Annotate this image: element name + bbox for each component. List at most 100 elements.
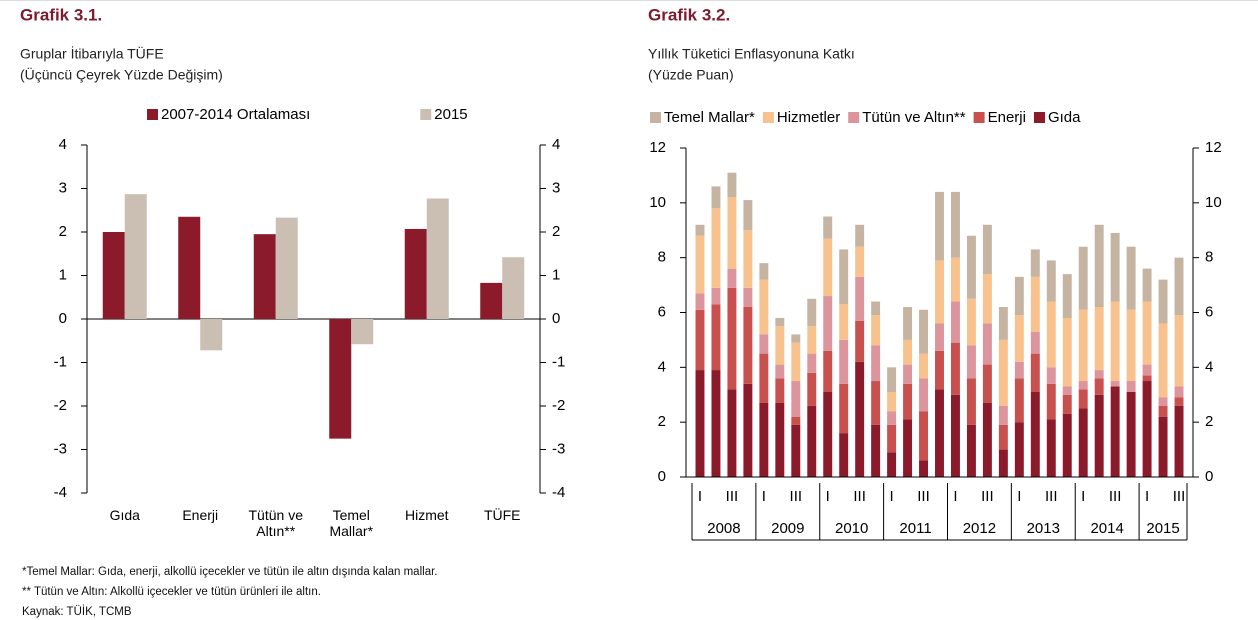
bar-segment	[1062, 386, 1072, 395]
bar-segment	[1094, 224, 1104, 308]
chart-subtitle: (Üçüncü Çeyrek Yüzde Değişim)	[20, 66, 223, 83]
bar-segment	[998, 307, 1008, 340]
bar-segment	[950, 394, 960, 477]
legend-label: Temel Mallar*	[664, 109, 755, 126]
bar-segment	[855, 224, 865, 247]
bar-segment	[807, 298, 817, 327]
bar-segment	[1158, 416, 1168, 477]
x-tick-label: Hizmet	[404, 507, 449, 523]
y2-tick-label: -4	[552, 484, 565, 501]
y-tick-label: 6	[658, 303, 666, 320]
bar-segment	[775, 402, 785, 477]
bar-segment	[711, 304, 721, 371]
bar-segment	[807, 405, 817, 477]
bar-segment	[743, 383, 753, 477]
legend-swatch	[650, 112, 661, 123]
bar-segment	[950, 342, 960, 395]
chart-title: Grafik 3.2.	[648, 5, 730, 24]
bar-segment	[998, 339, 1008, 406]
year-label: 2014	[1090, 520, 1123, 537]
bar-segment	[1078, 389, 1088, 409]
bar-segment	[919, 460, 929, 477]
bar-segment	[966, 345, 976, 379]
bar-segment	[950, 301, 960, 343]
bar-segment	[1030, 276, 1040, 332]
bar-segment	[791, 416, 801, 425]
bar-segment	[759, 334, 769, 354]
x-tick-label: Gıda	[109, 507, 140, 523]
bar-segment	[759, 353, 769, 403]
bar-segment	[935, 389, 944, 477]
y2-tick-label: 2	[552, 223, 560, 240]
bar-segment	[871, 424, 881, 477]
legend-swatch	[848, 112, 860, 123]
x-tick-label: III	[853, 488, 866, 505]
y2-tick-label: 4	[1205, 358, 1213, 375]
bar	[351, 319, 374, 345]
bar	[178, 216, 201, 319]
bar-segment	[791, 381, 801, 417]
bar-segment	[839, 433, 849, 477]
bar-segment	[727, 197, 737, 269]
bar-segment	[1126, 392, 1136, 477]
bar-segment	[1014, 276, 1024, 316]
bar-segment	[1174, 257, 1184, 316]
y2-tick-label: -2	[552, 397, 565, 414]
bar-segment	[727, 268, 737, 288]
bar-segment	[887, 367, 897, 393]
bar-segment	[1174, 386, 1184, 398]
y-tick-label: -2	[54, 397, 67, 414]
x-tick-label: III	[981, 488, 994, 505]
bar-segment	[839, 249, 849, 305]
x-tick-label: TÜFE	[483, 507, 521, 523]
bar-segment	[759, 279, 769, 335]
year-label: 2012	[963, 520, 996, 537]
chart-subtitle: Yıllık Tüketici Enflasyonuna Katkı	[648, 46, 855, 62]
bar-segment	[871, 315, 881, 346]
bar-segment	[919, 378, 929, 412]
bar-segment	[1094, 370, 1104, 379]
bar-segment	[759, 402, 769, 477]
bar-segment	[1046, 419, 1056, 477]
bar-segment	[711, 370, 721, 477]
bar-segment	[903, 307, 913, 340]
bar-segment	[982, 224, 992, 275]
bar	[426, 198, 449, 319]
bar-segment	[855, 320, 865, 362]
y-tick-label: -1	[54, 353, 67, 370]
bar-segment	[950, 257, 960, 302]
bar-segment	[903, 364, 913, 384]
y-tick-label: 4	[658, 358, 666, 375]
bar-segment	[935, 323, 944, 351]
bar-segment	[1158, 397, 1168, 406]
bar-segment	[1142, 375, 1152, 382]
y2-tick-label: -3	[552, 440, 565, 457]
y2-tick-label: 0	[552, 310, 560, 327]
y2-tick-label: 12	[1205, 139, 1222, 156]
x-tick-label-box: Hizmet	[404, 507, 449, 523]
bar-segment	[919, 353, 929, 379]
legend-swatch	[973, 112, 985, 123]
bar-segment	[823, 216, 833, 239]
legend-label: Enerji	[988, 109, 1026, 126]
bar	[404, 228, 427, 319]
bar-segment	[1158, 323, 1168, 398]
bar-segment	[982, 274, 992, 324]
bar-segment	[935, 260, 944, 324]
y2-tick-label: 10	[1205, 194, 1222, 211]
legend-swatch	[147, 109, 158, 120]
bar-segment	[727, 287, 737, 390]
x-tick-label: Tütün ve Altın**	[248, 507, 303, 539]
bar-segment	[1046, 383, 1056, 420]
y2-tick-label: 3	[552, 179, 560, 196]
y2-tick-label: 2	[1205, 413, 1213, 430]
bar-segment	[839, 383, 849, 434]
bar-segment	[823, 296, 833, 351]
bar-segment	[791, 342, 801, 382]
y-tick-label: 1	[59, 266, 67, 283]
bar-segment	[871, 381, 881, 425]
bar-segment	[1126, 246, 1136, 310]
x-tick-label: III	[1173, 488, 1186, 505]
bar	[102, 232, 125, 319]
bar-segment	[1110, 381, 1120, 387]
